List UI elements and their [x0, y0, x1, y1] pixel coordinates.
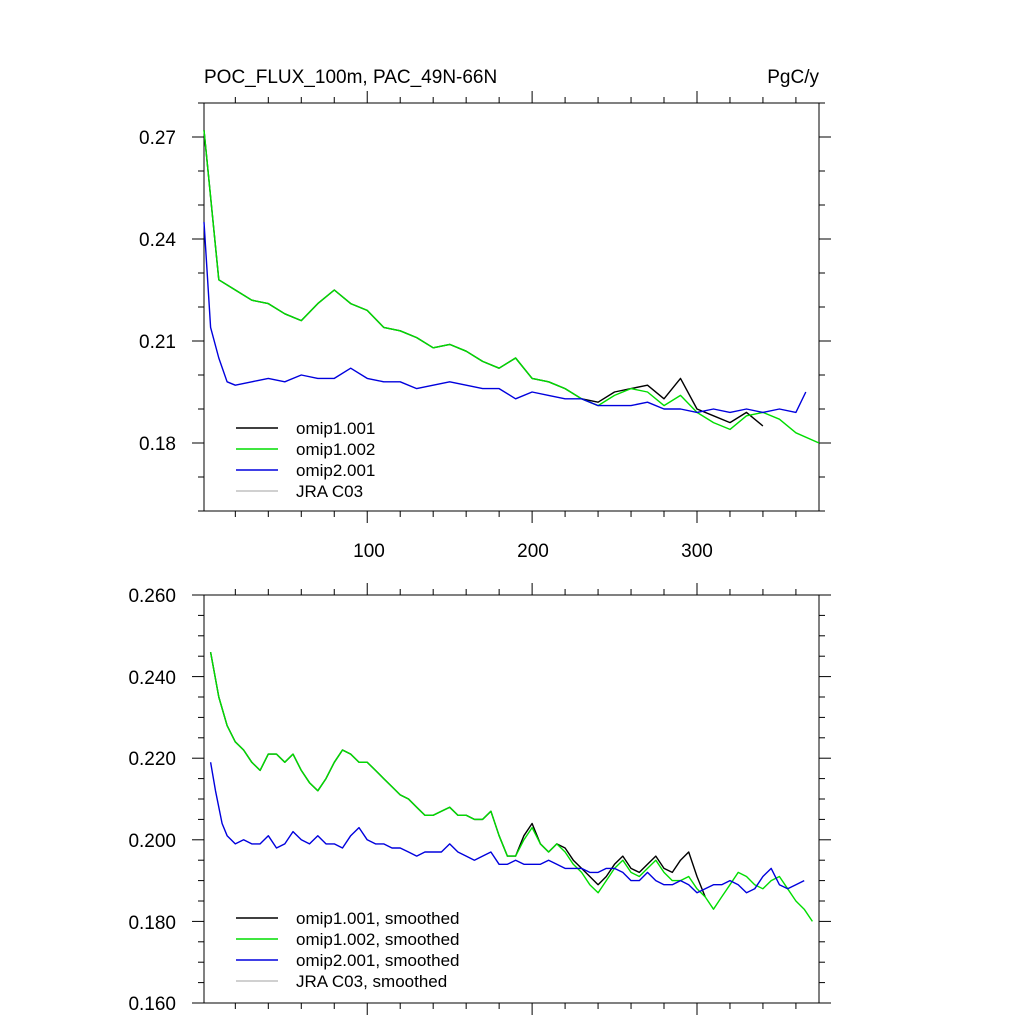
top-ytick-label: 0.18 — [139, 434, 176, 455]
top-ytick-label: 0.21 — [139, 332, 176, 353]
legend-label: omip1.002 — [296, 440, 375, 459]
series-line-omip2-001 — [203, 221, 807, 414]
legend-label: omip2.001, smoothed — [296, 951, 460, 970]
top-ytick-label: 0.27 — [139, 128, 176, 149]
bottom-ytick-label: 0.160 — [128, 994, 176, 1015]
legend-label: omip1.001 — [296, 419, 375, 438]
series-line-omip2-001-smoothed — [209, 762, 805, 894]
bottom-series-group — [209, 651, 813, 922]
bottom-ytick-label: 0.240 — [128, 668, 176, 689]
series-line-omip1-001-smoothed — [209, 651, 706, 898]
chart-title: POC_FLUX_100m, PAC_49N-66N — [204, 67, 497, 88]
legend-label: omip2.001 — [296, 461, 375, 480]
top-axis-ticks — [192, 91, 831, 523]
top-ytick-label: 0.24 — [139, 230, 176, 251]
top-series-group — [203, 130, 820, 444]
bottom-panel: 0.260 0.240 0.220 0.200 0.180 0.160 omip… — [128, 583, 831, 1015]
top-xtick-label: 300 — [681, 541, 713, 562]
top-xtick-label: 100 — [353, 541, 385, 562]
series-line-omip1-002 — [203, 130, 820, 444]
legend-label: omip1.002, smoothed — [296, 930, 460, 949]
legend-label: JRA C03 — [296, 482, 363, 501]
top-panel: POC_FLUX_100m, PAC_49N-66N PgC/y 0.27 0.… — [139, 67, 831, 562]
bottom-ytick-label: 0.180 — [128, 913, 176, 934]
bottom-ytick-label: 0.260 — [128, 586, 176, 607]
legend-label: JRA C03, smoothed — [296, 972, 447, 991]
top-legend: omip1.001 omip1.002 omip2.001 JRA C03 — [236, 419, 375, 501]
bottom-ytick-label: 0.200 — [128, 831, 176, 852]
bottom-axis-ticks — [192, 583, 831, 1015]
bottom-ytick-label: 0.220 — [128, 749, 176, 770]
series-line-omip1-002-smoothed — [209, 651, 813, 922]
units-label: PgC/y — [767, 67, 819, 88]
bottom-legend: omip1.001, smoothed omip1.002, smoothed … — [236, 909, 460, 991]
series-line-omip1-001 — [203, 130, 764, 427]
top-xtick-label: 200 — [517, 541, 549, 562]
legend-label: omip1.001, smoothed — [296, 909, 460, 928]
